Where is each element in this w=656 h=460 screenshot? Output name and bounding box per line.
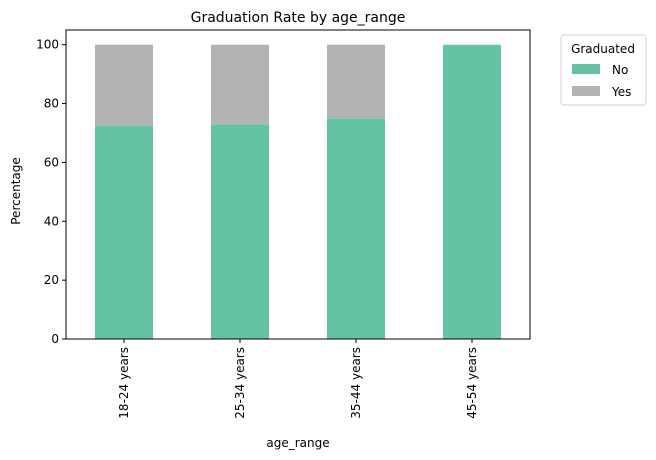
x-tick-label-3: 45-54 years — [465, 347, 479, 419]
plot-area: 0 20 40 60 80 100 18-24 years 25-34 years 35-44 … — [36, 29, 531, 419]
legend-title: Graduated — [571, 42, 635, 56]
bar-yes-1 — [211, 44, 269, 125]
y-tick-label-2: 40 — [44, 214, 59, 228]
axes-frame — [65, 29, 531, 340]
legend-label-yes: Yes — [611, 85, 631, 99]
legend: Graduated No Yes — [560, 34, 647, 106]
bar-yes-0 — [95, 44, 153, 126]
legend-label-no: No — [612, 63, 628, 77]
x-tick-label-1: 25-34 years — [233, 347, 247, 419]
bar-no-2 — [327, 118, 385, 340]
y-tick-label-0: 0 — [51, 332, 59, 346]
y-tick-label-4: 80 — [44, 97, 59, 111]
chart-title: Graduation Rate by age_range — [191, 10, 406, 26]
legend-entries: No Yes — [572, 63, 631, 99]
bar-no-3 — [443, 44, 501, 339]
bar-no-0 — [95, 125, 153, 340]
bar-no-1 — [211, 124, 269, 340]
y-axis-label: Percentage — [9, 157, 23, 225]
y-tick-label-1: 20 — [44, 273, 59, 287]
bar-yes-2 — [327, 44, 385, 119]
x-axis-label: age_range — [266, 436, 329, 450]
x-tick-label-2: 35-44 years — [349, 347, 363, 419]
x-tick-label-0: 18-24 years — [117, 347, 131, 419]
y-tick-label-3: 60 — [44, 155, 59, 169]
legend-swatch-yes — [572, 86, 600, 96]
y-tick-label-5: 100 — [36, 38, 59, 52]
legend-swatch-no — [572, 64, 600, 74]
